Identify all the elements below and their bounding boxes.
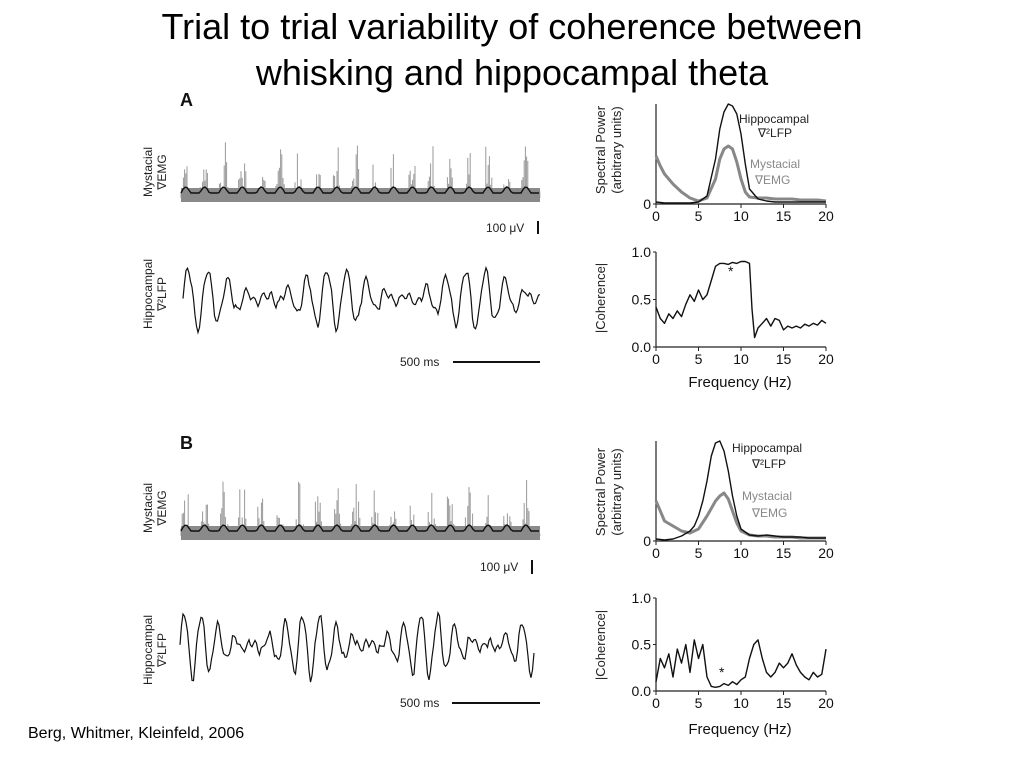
emg-band xyxy=(181,188,540,202)
emg-label-a2: ∇EMG xyxy=(155,154,169,190)
legend-emg-a1: Mystacial xyxy=(750,157,800,171)
legend-lfp-a1: Hippocampal xyxy=(739,112,809,126)
xlabel-a: Frequency (Hz) xyxy=(688,374,791,391)
emg-trace-b xyxy=(180,480,541,540)
significance-star-a: * xyxy=(728,263,734,279)
legend-emg-b2: ∇EMG xyxy=(751,506,787,520)
emg-label-a1: Mystacial xyxy=(141,147,155,197)
power-plot-b: 0 5 10 15 20 0 xyxy=(643,440,834,561)
x-tick-label: 0 xyxy=(652,351,660,367)
series-line xyxy=(655,260,827,339)
time-scale-a: 500 ms xyxy=(400,355,439,369)
x-tick-label: 5 xyxy=(695,545,703,561)
emg-trace-a xyxy=(180,142,541,202)
citation: Berg, Whitmer, Kleinfeld, 2006 xyxy=(28,725,245,742)
lfp-trace-b xyxy=(179,610,535,683)
y-tick-label: 0 xyxy=(643,533,651,549)
title-line-1: Trial to trial variability of coherence … xyxy=(161,6,863,47)
lfp-label-a1: Hippocampal xyxy=(141,259,155,329)
lfp-label-b2: ∇²LFP xyxy=(155,633,169,668)
x-tick-label: 20 xyxy=(818,351,834,367)
significance-star-b: * xyxy=(719,664,725,680)
coherence-plot-b: 0 5 10 15 20 0.0 0.5 1.0 xyxy=(632,590,834,711)
power-plot-a: 0 5 10 15 20 0 xyxy=(643,103,834,224)
emg-scale-b: 100 μV xyxy=(480,560,518,574)
y-tick-label: 0.0 xyxy=(632,683,652,699)
slide-title: Trial to trial variability of coherence … xyxy=(60,4,964,96)
x-tick-label: 15 xyxy=(776,545,792,561)
series-line xyxy=(654,491,826,540)
emg-band xyxy=(181,526,540,540)
x-tick-label: 15 xyxy=(776,351,792,367)
panel-a: A Mystacial ∇EMG 100 μV Hippocampal ∇²LF… xyxy=(141,90,834,391)
y-tick-label: 1.0 xyxy=(632,590,652,606)
power-ylabel-b2: (arbitrary units) xyxy=(609,448,624,535)
power-ylabel-b1: Spectral Power xyxy=(593,447,608,536)
panel-a-letter: A xyxy=(180,90,193,110)
x-tick-label: 0 xyxy=(652,545,660,561)
legend-emg-b1: Mystacial xyxy=(742,489,792,503)
emg-label-b1: Mystacial xyxy=(141,483,155,533)
legend-emg-a2: ∇EMG xyxy=(754,173,790,187)
power-ylabel-a2: (arbitrary units) xyxy=(609,106,624,193)
x-tick-label: 20 xyxy=(818,545,834,561)
power-ylabel-a1: Spectral Power xyxy=(593,105,608,194)
coh-ylabel-a: |Coherence| xyxy=(593,263,608,333)
lfp-line xyxy=(179,610,535,683)
emg-label-b2: ∇EMG xyxy=(155,490,169,526)
time-scale-b: 500 ms xyxy=(400,696,439,710)
xlabel-b: Frequency (Hz) xyxy=(688,721,791,738)
y-tick-label: 0 xyxy=(643,196,651,212)
lfp-line xyxy=(182,265,541,335)
x-tick-label: 5 xyxy=(695,695,703,711)
emg-scale-a: 100 μV xyxy=(486,221,524,235)
x-tick-label: 15 xyxy=(776,208,792,224)
x-tick-label: 10 xyxy=(733,695,749,711)
y-tick-label: 1.0 xyxy=(632,244,652,260)
x-tick-label: 15 xyxy=(776,695,792,711)
x-tick-label: 20 xyxy=(818,695,834,711)
x-tick-label: 0 xyxy=(652,695,660,711)
coh-ylabel-b: |Coherence| xyxy=(593,610,608,680)
coherence-plot-a: 0 5 10 15 20 0.0 0.5 1.0 xyxy=(632,244,834,367)
x-tick-label: 5 xyxy=(695,208,703,224)
lfp-trace-a xyxy=(182,265,541,335)
x-tick-label: 10 xyxy=(733,208,749,224)
legend-lfp-a2: ∇²LFP xyxy=(757,126,792,140)
lfp-label-a2: ∇²LFP xyxy=(155,277,169,312)
x-tick-label: 0 xyxy=(652,208,660,224)
y-tick-label: 0.5 xyxy=(632,292,652,308)
x-tick-label: 20 xyxy=(818,208,834,224)
title-line-2: whisking and hippocampal theta xyxy=(255,52,769,93)
panel-b-letter: B xyxy=(180,433,193,453)
panel-b: B Mystacial ∇EMG 100 μV Hippocampal ∇²LF… xyxy=(141,433,834,738)
y-tick-label: 0.0 xyxy=(632,339,652,355)
lfp-label-b1: Hippocampal xyxy=(141,615,155,685)
series-line xyxy=(655,440,826,541)
x-tick-label: 5 xyxy=(695,351,703,367)
y-tick-label: 0.5 xyxy=(632,637,652,653)
emg-envelope xyxy=(180,186,539,194)
legend-lfp-b2: ∇²LFP xyxy=(751,457,786,471)
legend-lfp-b1: Hippocampal xyxy=(732,441,802,455)
series-line xyxy=(654,144,827,203)
emg-envelope xyxy=(180,524,539,532)
series-line xyxy=(655,639,827,688)
x-tick-label: 10 xyxy=(733,351,749,367)
series-line xyxy=(655,103,826,204)
x-tick-label: 10 xyxy=(733,545,749,561)
